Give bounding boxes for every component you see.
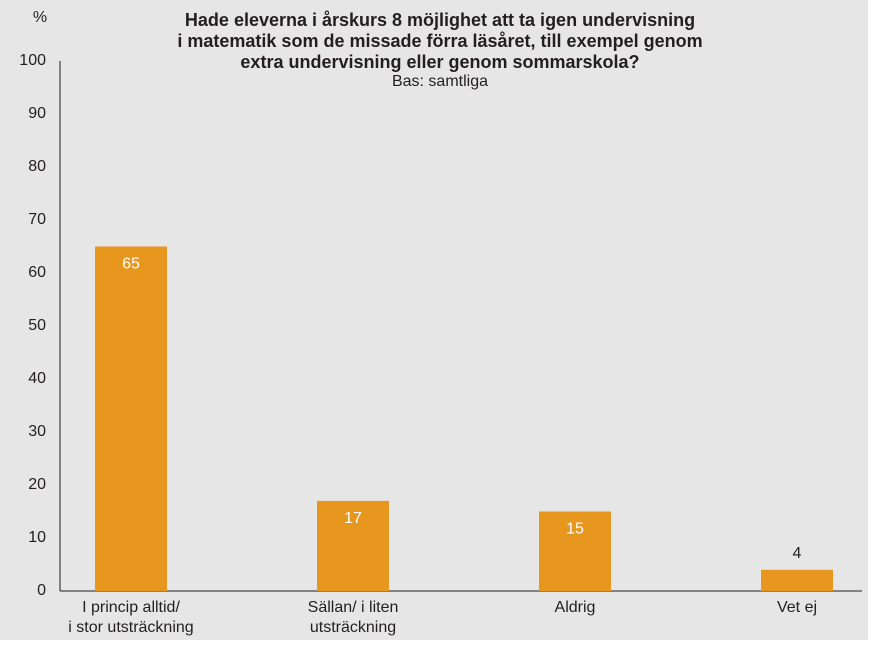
y-tick-label: 50: [28, 317, 46, 334]
y-tick-label: 0: [37, 582, 46, 599]
chart-title: Hade eleverna i årskurs 8 möjlighet att …: [185, 10, 695, 30]
x-tick-label: utsträckning: [310, 619, 396, 636]
y-tick-label: 100: [19, 52, 46, 69]
value-label: 17: [344, 510, 362, 527]
chart-title: extra undervisning eller genom sommarsko…: [240, 52, 639, 72]
y-axis-label: %: [33, 9, 47, 26]
chart-title: i matematik som de missade förra läsåret…: [177, 31, 702, 51]
y-tick-label: 30: [28, 423, 46, 440]
value-label: 4: [793, 545, 802, 562]
bar: [761, 569, 833, 591]
bar: [95, 246, 167, 591]
x-tick-label: Sällan/ i liten: [308, 599, 399, 616]
value-label: 65: [122, 256, 140, 273]
y-tick-label: 90: [28, 105, 46, 122]
y-tick-label: 80: [28, 158, 46, 175]
y-tick-label: 20: [28, 476, 46, 493]
x-tick-label: Vet ej: [777, 599, 817, 616]
chart-subtitle: Bas: samtliga: [392, 73, 488, 90]
bar: [317, 500, 389, 591]
y-tick-label: 60: [28, 264, 46, 281]
x-tick-label: Aldrig: [555, 599, 596, 616]
bar: [539, 511, 611, 591]
value-label: 15: [566, 521, 584, 538]
y-tick-label: 40: [28, 370, 46, 387]
y-tick-label: 10: [28, 529, 46, 546]
x-tick-label: i stor utsträckning: [68, 619, 193, 636]
y-tick-label: 70: [28, 211, 46, 228]
x-tick-label: I princip alltid/: [82, 599, 180, 616]
